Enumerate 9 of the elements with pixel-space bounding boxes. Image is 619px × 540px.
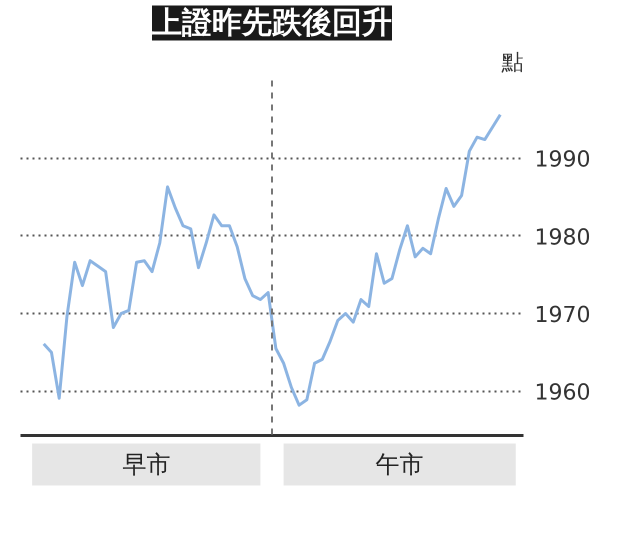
chart-title: 上證昨先跌後回升 xyxy=(151,6,392,40)
line-series xyxy=(42,113,502,407)
y-tick-label: 1970 xyxy=(534,303,590,328)
y-tick-label: 1990 xyxy=(534,148,590,173)
y-tick-label: 1960 xyxy=(534,380,590,406)
text: 早市 xyxy=(122,450,170,478)
y-tick-label: 1980 xyxy=(534,225,590,250)
y-axis-title: 點 xyxy=(500,50,524,76)
text: 午市 xyxy=(376,450,424,478)
